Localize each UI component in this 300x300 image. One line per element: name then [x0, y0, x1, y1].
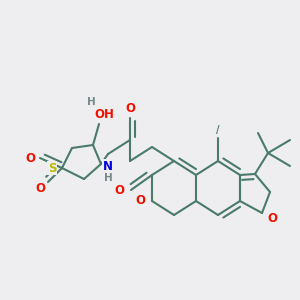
- Text: O: O: [25, 152, 35, 164]
- Text: O: O: [114, 184, 124, 196]
- Text: O: O: [135, 194, 145, 208]
- Text: N: N: [103, 160, 113, 172]
- Text: H: H: [87, 97, 95, 107]
- Text: S: S: [48, 161, 56, 175]
- Text: O: O: [267, 212, 277, 226]
- Text: O: O: [35, 182, 45, 194]
- Text: OH: OH: [94, 107, 114, 121]
- Text: /: /: [216, 125, 220, 135]
- Text: O: O: [125, 101, 135, 115]
- Text: H: H: [103, 173, 112, 183]
